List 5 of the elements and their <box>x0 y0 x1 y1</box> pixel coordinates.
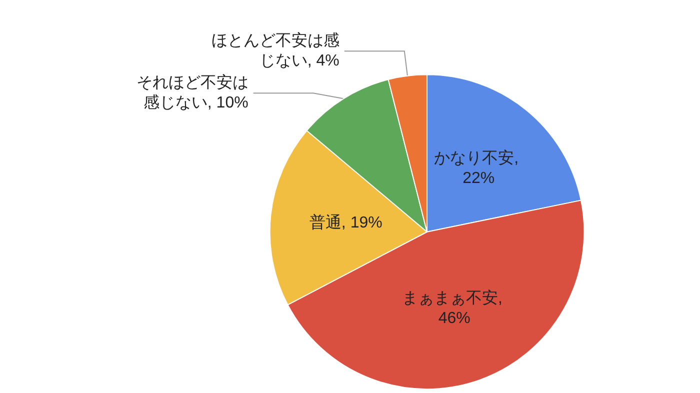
slice-label: 普通, 19% <box>309 214 382 232</box>
slice-label: それほど不安は感じない, 10% <box>136 74 248 112</box>
slice-label: まぁまぁ不安, 46% <box>402 289 507 328</box>
slice-label: かなり不安, 22% <box>434 149 524 188</box>
slice-label: ほとんど不安は感じない, 4% <box>211 32 340 70</box>
